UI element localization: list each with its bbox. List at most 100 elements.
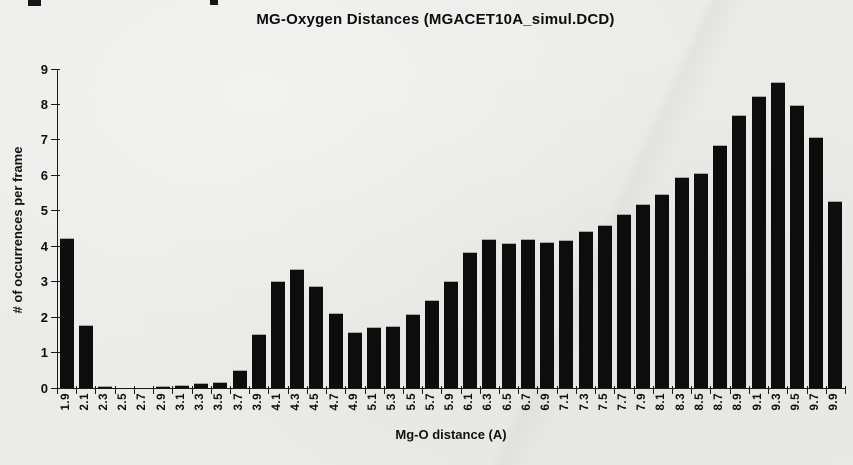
x-tick-label: 7.9 [636,393,649,411]
y-tick-label: 3 [40,274,48,290]
y-tick-label: 4 [40,238,48,254]
x-tick-label: 3.7 [232,393,245,411]
x-tick-label: 1.9 [59,393,72,411]
x-tick-label: 8.1 [655,393,668,411]
x-axis-tick [825,386,827,394]
bar-8.5 [693,173,708,388]
bar-4.5 [309,286,324,388]
bar-6.5 [501,244,516,388]
x-axis-tick [364,386,366,394]
y-tick-label: 6 [40,167,48,183]
x-axis-tick [57,386,58,394]
bar-1.9 [59,239,74,388]
x-axis-tick [345,386,347,394]
bar-5.5 [405,315,420,388]
x-tick-label: 7.1 [559,393,572,411]
bar-7.1 [559,240,574,388]
bar-2.1 [78,325,93,388]
x-tick-label: 3.9 [251,393,264,411]
bar-4.7 [328,313,343,388]
x-axis-tick [652,386,654,394]
x-axis-tick [614,386,616,394]
y-axis-tick [51,68,60,70]
x-axis-tick [672,386,674,394]
y-tick-label: 0 [40,380,48,396]
bar-3.3 [194,384,209,388]
x-tick-label: 6.1 [463,393,476,411]
x-axis-tick [210,386,212,394]
x-axis-tick [806,386,808,394]
x-tick-label: 3.1 [174,393,187,411]
y-axis-tick [51,281,60,283]
x-tick-label: 8.5 [693,393,706,411]
x-tick-label: 2.7 [136,393,149,411]
x-tick-label: 9.9 [828,393,841,411]
x-tick-label: 5.3 [386,393,399,411]
x-tick-label: 2.5 [117,393,130,411]
x-axis-tick [422,386,424,394]
x-tick-label: 5.1 [367,393,380,411]
bar-9.3 [770,83,785,388]
chart-title: MG-Oxygen Distances (MGACET10A_simul.DCD… [256,11,615,28]
x-axis-line [57,388,846,389]
y-axis-tick [51,103,60,105]
bar-4.3 [290,270,305,388]
bar-8.9 [732,115,747,388]
x-tick-label: 9.5 [789,393,802,411]
x-axis-tick [595,386,597,394]
bar-4.9 [347,333,362,388]
y-tick-label: 9 [40,61,48,77]
x-axis-tick [229,386,231,394]
x-tick-label: 5.9 [444,393,456,411]
x-axis-tick [499,386,501,394]
y-axis-tick [51,210,60,212]
y-axis-tick [51,316,60,318]
bar-3.1 [174,386,189,388]
bar-7.3 [578,232,593,388]
x-axis-tick [575,386,577,394]
x-axis-tick [729,386,731,394]
bar-8.3 [674,177,689,388]
x-tick-label: 4.1 [271,393,284,411]
bar-7.5 [597,225,612,388]
x-tick-label: 3.5 [213,393,226,411]
x-axis-tick [153,386,155,394]
x-axis-tick [845,386,846,394]
x-tick-label: 7.5 [597,393,610,411]
y-axis-tick [51,352,60,354]
x-axis-tick [691,386,693,394]
x-axis-tick [95,386,97,394]
y-axis-line [57,69,58,389]
bar-9.9 [828,201,843,388]
y-axis-tick [51,245,60,247]
y-tick-label: 1 [40,345,48,361]
bar-3.5 [213,382,228,388]
x-axis-tick [748,386,750,394]
x-tick-label: 6.3 [482,393,495,411]
bar-8.7 [713,146,728,388]
bar-5.7 [424,301,439,388]
x-tick-label: 9.3 [770,393,783,411]
x-axis-tick [133,386,135,394]
x-axis-tick [114,386,116,394]
bar-4.1 [271,281,286,388]
x-tick-label: 2.3 [98,393,111,411]
x-axis-tick [441,386,443,394]
x-axis-tick [537,386,539,394]
bar-9.7 [809,138,824,388]
x-tick-label: 8.9 [732,393,745,411]
bar-5.9 [444,281,458,388]
y-axis-tick [51,139,60,141]
x-axis-tick [383,386,385,394]
x-tick-label: 5.7 [424,393,437,411]
x-axis-tick [287,386,289,394]
x-tick-label: 4.3 [290,393,303,411]
scan-artifact-mark [28,0,41,6]
x-tick-label: 4.9 [347,393,360,411]
y-tick-label: 2 [40,309,48,325]
bar-6.7 [520,239,535,388]
x-tick-label: 7.7 [616,393,629,411]
y-tick-label: 7 [40,132,48,148]
x-axis-tick [556,386,558,394]
x-axis-tick [306,386,308,394]
